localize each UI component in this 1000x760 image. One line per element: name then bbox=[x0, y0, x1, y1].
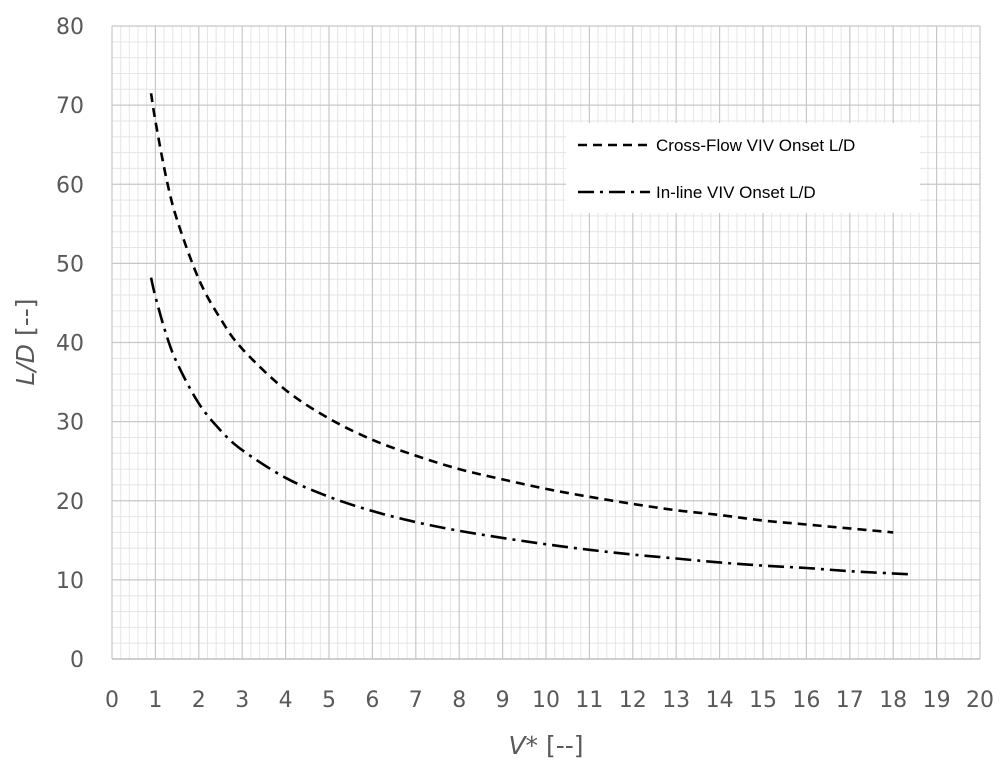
x-axis-title: V* [--] bbox=[508, 731, 583, 760]
y-axis-title-unit: [--] bbox=[11, 298, 40, 344]
x-tick-label: 20 bbox=[966, 688, 994, 713]
y-tick-label: 20 bbox=[56, 490, 84, 515]
x-tick-label: 15 bbox=[749, 688, 777, 713]
series-line-cross-flow bbox=[149, 93, 894, 534]
x-tick-label: 18 bbox=[879, 688, 907, 713]
x-tick-label: 16 bbox=[792, 688, 820, 713]
y-axis-ticks: 0 10 20 30 40 50 60 70 80 bbox=[56, 15, 84, 673]
series-layer bbox=[149, 93, 911, 576]
x-tick-label: 9 bbox=[496, 688, 510, 713]
y-tick-label: 40 bbox=[56, 332, 84, 357]
y-tick-label: 0 bbox=[70, 648, 84, 673]
x-tick-label: 4 bbox=[279, 688, 293, 713]
x-tick-label: 6 bbox=[365, 688, 379, 713]
x-tick-label: 11 bbox=[575, 688, 603, 713]
legend-label-in-line: In-line VIV Onset L/D bbox=[656, 183, 816, 202]
x-tick-label: 12 bbox=[619, 688, 647, 713]
y-tick-label: 50 bbox=[56, 252, 84, 277]
y-tick-label: 80 bbox=[56, 15, 84, 40]
y-tick-label: 60 bbox=[56, 173, 84, 198]
x-tick-label: 8 bbox=[452, 688, 466, 713]
x-tick-label: 17 bbox=[836, 688, 864, 713]
x-tick-label: 2 bbox=[192, 688, 206, 713]
x-tick-label: 10 bbox=[532, 688, 560, 713]
legend-box bbox=[566, 123, 920, 213]
legend: Cross-Flow VIV Onset L/D In-line VIV Ons… bbox=[566, 123, 920, 213]
x-axis-title-variable: V* bbox=[508, 731, 538, 760]
x-axis-ticks: 0 1 2 3 4 5 6 7 8 9 10 11 12 13 14 15 16 17 18 19 20 bbox=[105, 688, 994, 713]
y-axis-title-variable: L/D bbox=[11, 344, 40, 386]
x-axis-title-unit: [--] bbox=[538, 731, 584, 760]
x-tick-label: 3 bbox=[235, 688, 249, 713]
major-gridlines bbox=[111, 25, 981, 659]
y-tick-label: 70 bbox=[56, 94, 84, 119]
y-tick-label: 30 bbox=[56, 411, 84, 436]
y-tick-label: 10 bbox=[56, 569, 84, 594]
y-axis-title: L/D [--] bbox=[11, 298, 40, 385]
x-tick-label: 5 bbox=[322, 688, 336, 713]
x-tick-label: 14 bbox=[706, 688, 734, 713]
x-tick-label: 19 bbox=[923, 688, 951, 713]
legend-label-cross-flow: Cross-Flow VIV Onset L/D bbox=[656, 136, 855, 155]
series-line-in-line bbox=[149, 277, 911, 576]
x-tick-label: 0 bbox=[105, 688, 119, 713]
x-tick-label: 13 bbox=[662, 688, 690, 713]
x-tick-label: 7 bbox=[409, 688, 423, 713]
x-tick-label: 1 bbox=[148, 688, 162, 713]
